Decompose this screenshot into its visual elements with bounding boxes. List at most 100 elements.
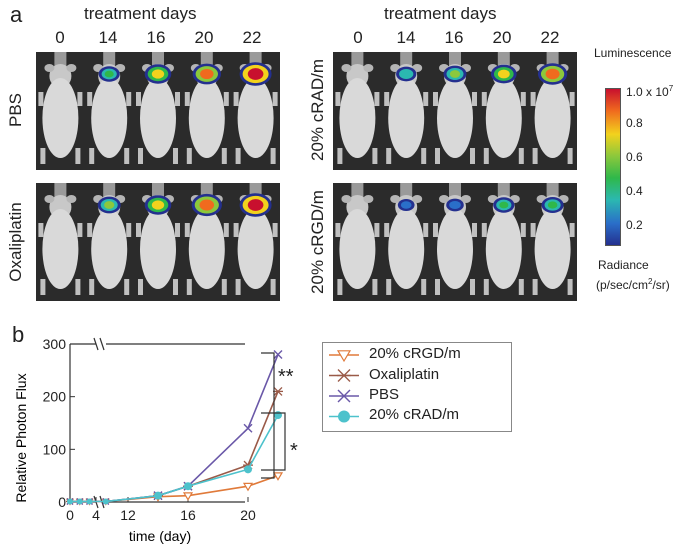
data-point-marker [67,498,73,505]
data-point-marker [337,389,351,403]
legend-label-crad: 20% cRAD/m [369,406,460,423]
data-point [154,491,162,500]
mouse-leg [87,92,93,106]
data-point [86,498,93,505]
luminescence-signal [499,201,509,209]
nosecone [546,183,559,197]
mouse-leg [569,92,575,106]
mouse-leg [372,279,378,295]
mouse-image [38,183,83,295]
mouse-leg [89,148,95,164]
nosecone [103,183,116,197]
luminescence-signal [402,202,410,208]
chart-legend: 20% cRGD/m Oxaliplatin PBS 20% cRAD/m [322,342,512,432]
mouse-body [388,78,425,158]
mouse-image [87,183,132,295]
mouse-leg [518,279,524,295]
mouse-leg [186,279,192,295]
data-point [273,350,283,360]
mouse-leg [40,148,46,164]
nosecone [200,52,213,66]
mouse-image [87,52,132,164]
mouse-body [534,78,571,158]
significance-single-star: * [290,440,298,462]
mouse-ear [390,195,401,203]
bracket-double [261,352,275,479]
row-label-pbs: PBS [6,92,25,128]
mouse-leg [221,148,227,164]
mouse-leg [184,223,190,237]
data-point [243,423,253,433]
mouse-image [384,183,429,295]
mouse-leg [483,279,489,295]
data-point-marker [184,482,192,491]
colorbar [605,88,621,246]
mouse-leg [186,148,192,164]
data-point [337,369,351,382]
luminescence-signal [104,201,115,209]
nosecone [152,52,164,66]
luminescence-signal [199,199,215,211]
day-label: 14 [98,28,118,47]
nosecone [449,52,461,66]
data-point-marker [102,498,109,505]
mouse-image [233,183,278,295]
mouse-leg [223,223,229,237]
mouse-image [184,183,229,295]
series-20-crgd-m [65,472,284,506]
colorbar-title: Luminescence [594,46,672,60]
luminescence-signal [401,70,411,78]
day-label: 14 [396,28,416,47]
mouse-leg [175,223,180,237]
nosecone [200,183,213,197]
nosecone [400,183,413,197]
row-label-crgd: 20% cRGD/m [308,190,327,294]
mouse-image [38,52,83,164]
data-point [337,389,351,403]
day-label: 20 [194,28,214,47]
mouse-body [188,78,225,158]
data-point-marker [182,492,194,501]
radiance-title: Radiance [598,258,649,272]
series-line [105,474,279,503]
mouse-leg [386,279,392,295]
x-tick-label: 20 [240,507,256,523]
nosecone [351,52,364,66]
mouse-body [485,209,522,289]
data-point-marker [86,498,93,505]
mouse-leg [173,279,178,295]
legend-label-oxaliplatin: Oxaliplatin [369,366,440,383]
mouse-leg [124,279,130,295]
data-point [184,482,192,491]
day-label: 0 [55,28,65,47]
x-tick-label: 4 [92,507,100,523]
radiance-unit: (p/sec/cm2/sr) [596,277,670,292]
mouse-leg [221,279,227,295]
y-tick-label: 100 [43,441,67,457]
mouse-image [184,52,229,164]
mouse-leg [435,148,440,164]
mouse-leg [233,223,239,237]
mouse-leg [87,223,93,237]
x-tick-label: 16 [180,507,196,523]
mouse-body [140,78,176,158]
colorbar-tick: 0.2 [626,218,643,232]
mouse-body [388,209,425,289]
mouse-ear [66,64,77,72]
mouse-body [237,209,274,289]
mouse-body [42,209,79,289]
x-axis-label: time (day) [129,528,191,544]
mouse-leg [235,279,241,295]
luminescence-signal [200,68,214,80]
mouse-image [335,52,380,164]
luminescence-signal [247,68,264,80]
luminescence-signal [151,200,165,210]
data-point [272,472,284,481]
mouse-leg [483,148,489,164]
mouse-leg [138,148,143,164]
mouse-leg [38,223,44,237]
day-label: 20 [492,28,512,47]
data-point-marker [338,410,350,423]
data-point-marker [336,350,352,363]
data-point [182,492,194,501]
